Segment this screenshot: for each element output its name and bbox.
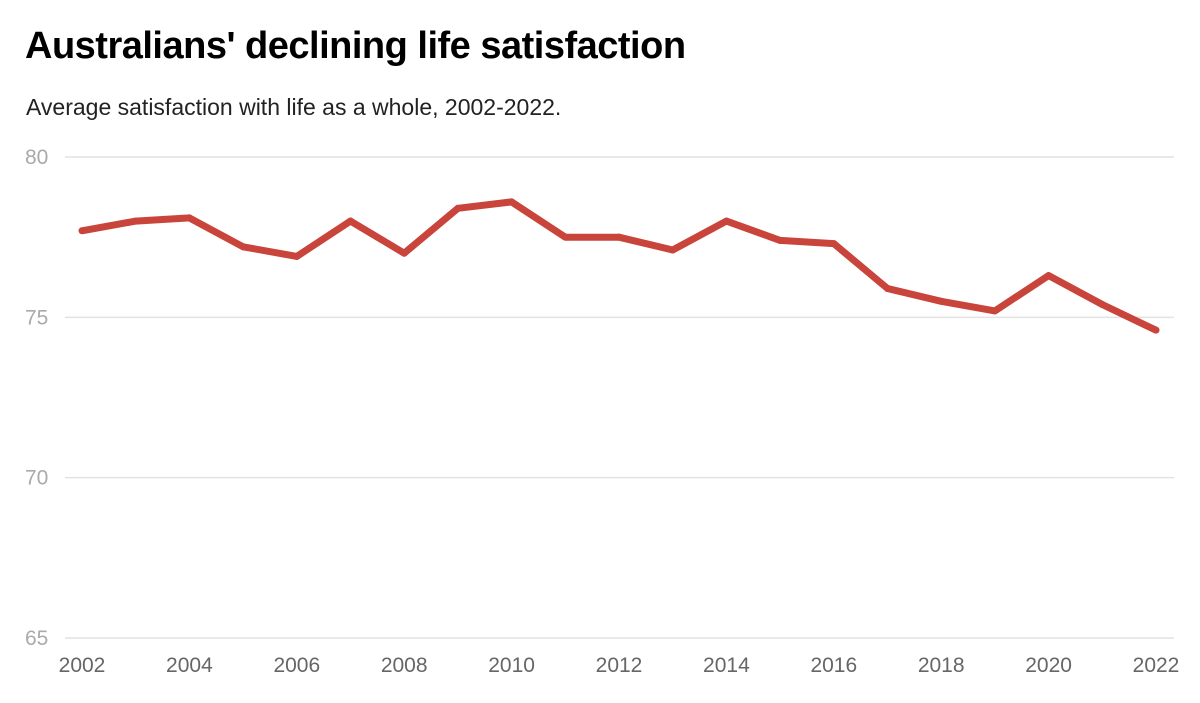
data-point-2016: [830, 240, 838, 248]
data-point-2012: [615, 233, 623, 241]
x-axis-ticks: 2002 2004 2006 2008 2010 2012 2014 2016 2018 2020…: [59, 654, 1180, 677]
x-tick-label: 2008: [381, 654, 428, 677]
chart-title: Australians' declining life satisfaction: [25, 25, 686, 67]
data-point-2018: [937, 297, 945, 305]
data-point-2009: [454, 204, 462, 212]
x-tick-label: 2012: [596, 654, 643, 677]
chart-subtitle: Average satisfaction with life as a whol…: [26, 94, 562, 120]
data-point-2003: [132, 217, 140, 225]
data-point-2020: [1045, 272, 1053, 280]
series-layer: [78, 198, 1160, 334]
data-point-2013: [669, 246, 677, 254]
data-point-2014: [722, 217, 730, 225]
y-tick-label: 75: [25, 306, 48, 329]
data-point-2022: [1152, 326, 1160, 334]
x-tick-label: 2022: [1133, 654, 1180, 677]
x-tick-label: 2020: [1025, 654, 1072, 677]
x-tick-label: 2006: [273, 654, 320, 677]
data-point-2007: [347, 217, 354, 225]
x-tick-label: 2002: [59, 654, 106, 677]
y-tick-label: 80: [25, 146, 48, 169]
data-point-2011: [561, 233, 569, 241]
data-point-2004: [185, 214, 193, 222]
x-tick-label: 2018: [918, 654, 965, 677]
data-point-2002: [78, 227, 86, 235]
gridlines: [65, 156, 1174, 639]
y-axis-ticks: 80 75 70 65: [25, 146, 48, 650]
data-point-2006: [293, 252, 301, 260]
data-point-2019: [991, 307, 999, 315]
y-tick-label: 70: [25, 467, 48, 490]
data-point-2017: [884, 284, 891, 292]
y-tick-label: 65: [25, 627, 48, 650]
x-tick-label: 2010: [488, 654, 535, 677]
x-tick-label: 2016: [810, 654, 857, 677]
data-point-2021: [1098, 301, 1106, 309]
data-point-2015: [776, 236, 784, 244]
data-point-2008: [400, 249, 408, 257]
x-tick-label: 2004: [166, 654, 213, 677]
x-tick-label: 2014: [703, 654, 750, 677]
data-point-2005: [239, 243, 247, 251]
data-point-2010: [508, 198, 516, 206]
